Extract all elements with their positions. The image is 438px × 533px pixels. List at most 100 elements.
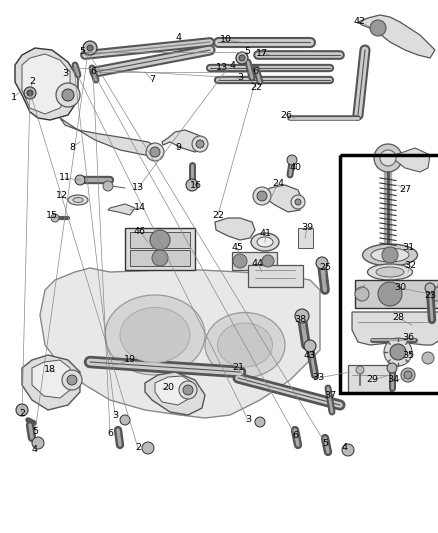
Circle shape xyxy=(186,179,198,191)
Circle shape xyxy=(404,371,412,379)
Circle shape xyxy=(142,442,154,454)
Text: 6: 6 xyxy=(90,68,96,77)
Polygon shape xyxy=(32,360,70,398)
Text: 45: 45 xyxy=(231,244,243,253)
Ellipse shape xyxy=(363,244,417,266)
Circle shape xyxy=(62,370,82,390)
Circle shape xyxy=(257,191,267,201)
Text: 28: 28 xyxy=(392,313,404,322)
Ellipse shape xyxy=(68,195,88,205)
Text: 38: 38 xyxy=(294,316,306,325)
Circle shape xyxy=(146,143,164,161)
Text: 8: 8 xyxy=(69,142,75,151)
Text: 16: 16 xyxy=(190,181,202,190)
Circle shape xyxy=(380,150,396,166)
Text: 21: 21 xyxy=(232,364,244,373)
Text: 34: 34 xyxy=(387,376,399,384)
Ellipse shape xyxy=(251,233,279,251)
Bar xyxy=(130,250,190,266)
Text: 3: 3 xyxy=(112,410,118,419)
Text: 17: 17 xyxy=(256,49,268,58)
Circle shape xyxy=(150,230,170,250)
Bar xyxy=(340,155,438,393)
Circle shape xyxy=(342,444,354,456)
Polygon shape xyxy=(15,48,78,120)
Text: 3: 3 xyxy=(237,74,243,83)
Ellipse shape xyxy=(105,295,205,375)
Ellipse shape xyxy=(218,323,272,367)
Text: 5: 5 xyxy=(244,47,250,56)
Polygon shape xyxy=(260,185,302,212)
Circle shape xyxy=(295,199,301,205)
Circle shape xyxy=(382,247,398,263)
Text: 2: 2 xyxy=(29,77,35,86)
Circle shape xyxy=(233,254,247,268)
Text: 3: 3 xyxy=(245,416,251,424)
Circle shape xyxy=(370,20,386,36)
Polygon shape xyxy=(395,148,430,172)
Text: 24: 24 xyxy=(272,179,284,188)
Circle shape xyxy=(32,437,44,449)
Circle shape xyxy=(87,45,93,51)
Ellipse shape xyxy=(376,267,404,277)
Polygon shape xyxy=(215,218,255,240)
Circle shape xyxy=(378,282,402,306)
Text: 2: 2 xyxy=(135,443,141,453)
Text: 4: 4 xyxy=(175,34,181,43)
Circle shape xyxy=(150,147,160,157)
Circle shape xyxy=(67,375,77,385)
Polygon shape xyxy=(22,54,70,114)
Circle shape xyxy=(374,144,402,172)
Text: 13: 13 xyxy=(216,63,228,72)
Circle shape xyxy=(390,344,406,360)
Text: 35: 35 xyxy=(402,351,414,359)
Circle shape xyxy=(316,257,328,269)
Text: 14: 14 xyxy=(134,204,146,213)
Text: 13: 13 xyxy=(132,183,144,192)
Text: 27: 27 xyxy=(399,185,411,195)
Text: 11: 11 xyxy=(59,174,71,182)
Circle shape xyxy=(183,385,193,395)
Text: 12: 12 xyxy=(56,191,68,200)
Circle shape xyxy=(401,368,415,382)
Circle shape xyxy=(75,175,85,185)
Polygon shape xyxy=(352,312,438,345)
Circle shape xyxy=(24,87,36,99)
Polygon shape xyxy=(22,355,80,410)
Circle shape xyxy=(253,187,271,205)
Polygon shape xyxy=(40,268,320,418)
Polygon shape xyxy=(162,130,205,152)
Polygon shape xyxy=(60,118,160,155)
Text: 36: 36 xyxy=(402,334,414,343)
Bar xyxy=(298,228,313,248)
Text: 6: 6 xyxy=(107,429,113,438)
Text: 3: 3 xyxy=(62,69,68,77)
Ellipse shape xyxy=(205,312,285,377)
Text: 2: 2 xyxy=(19,408,25,417)
Text: 23: 23 xyxy=(424,290,436,300)
Bar xyxy=(232,252,277,270)
Circle shape xyxy=(262,255,274,267)
Circle shape xyxy=(355,287,369,301)
Text: 7: 7 xyxy=(149,76,155,85)
Circle shape xyxy=(196,140,204,148)
Circle shape xyxy=(51,214,59,222)
Text: 10: 10 xyxy=(220,36,232,44)
Text: 39: 39 xyxy=(301,223,313,232)
Text: 5: 5 xyxy=(322,439,328,448)
Circle shape xyxy=(387,363,397,373)
Circle shape xyxy=(83,41,97,55)
Circle shape xyxy=(236,52,248,64)
Text: 5: 5 xyxy=(79,47,85,56)
Circle shape xyxy=(56,83,80,107)
Text: 22: 22 xyxy=(250,84,262,93)
Polygon shape xyxy=(145,372,205,415)
Ellipse shape xyxy=(371,248,409,262)
Circle shape xyxy=(356,366,364,374)
Text: 15: 15 xyxy=(46,212,58,221)
Text: 6: 6 xyxy=(292,431,298,440)
Bar xyxy=(248,265,303,287)
Circle shape xyxy=(27,90,33,96)
Text: 19: 19 xyxy=(124,356,136,365)
Text: 29: 29 xyxy=(366,376,378,384)
